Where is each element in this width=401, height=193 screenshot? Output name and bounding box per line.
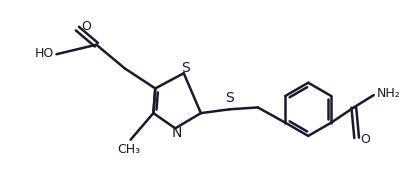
Text: N: N xyxy=(172,126,182,140)
Text: HO: HO xyxy=(34,47,53,60)
Text: NH₂: NH₂ xyxy=(376,87,399,100)
Text: O: O xyxy=(81,20,91,33)
Text: CH₃: CH₃ xyxy=(117,143,140,156)
Text: O: O xyxy=(360,133,369,146)
Text: S: S xyxy=(225,91,233,105)
Text: S: S xyxy=(181,62,190,75)
